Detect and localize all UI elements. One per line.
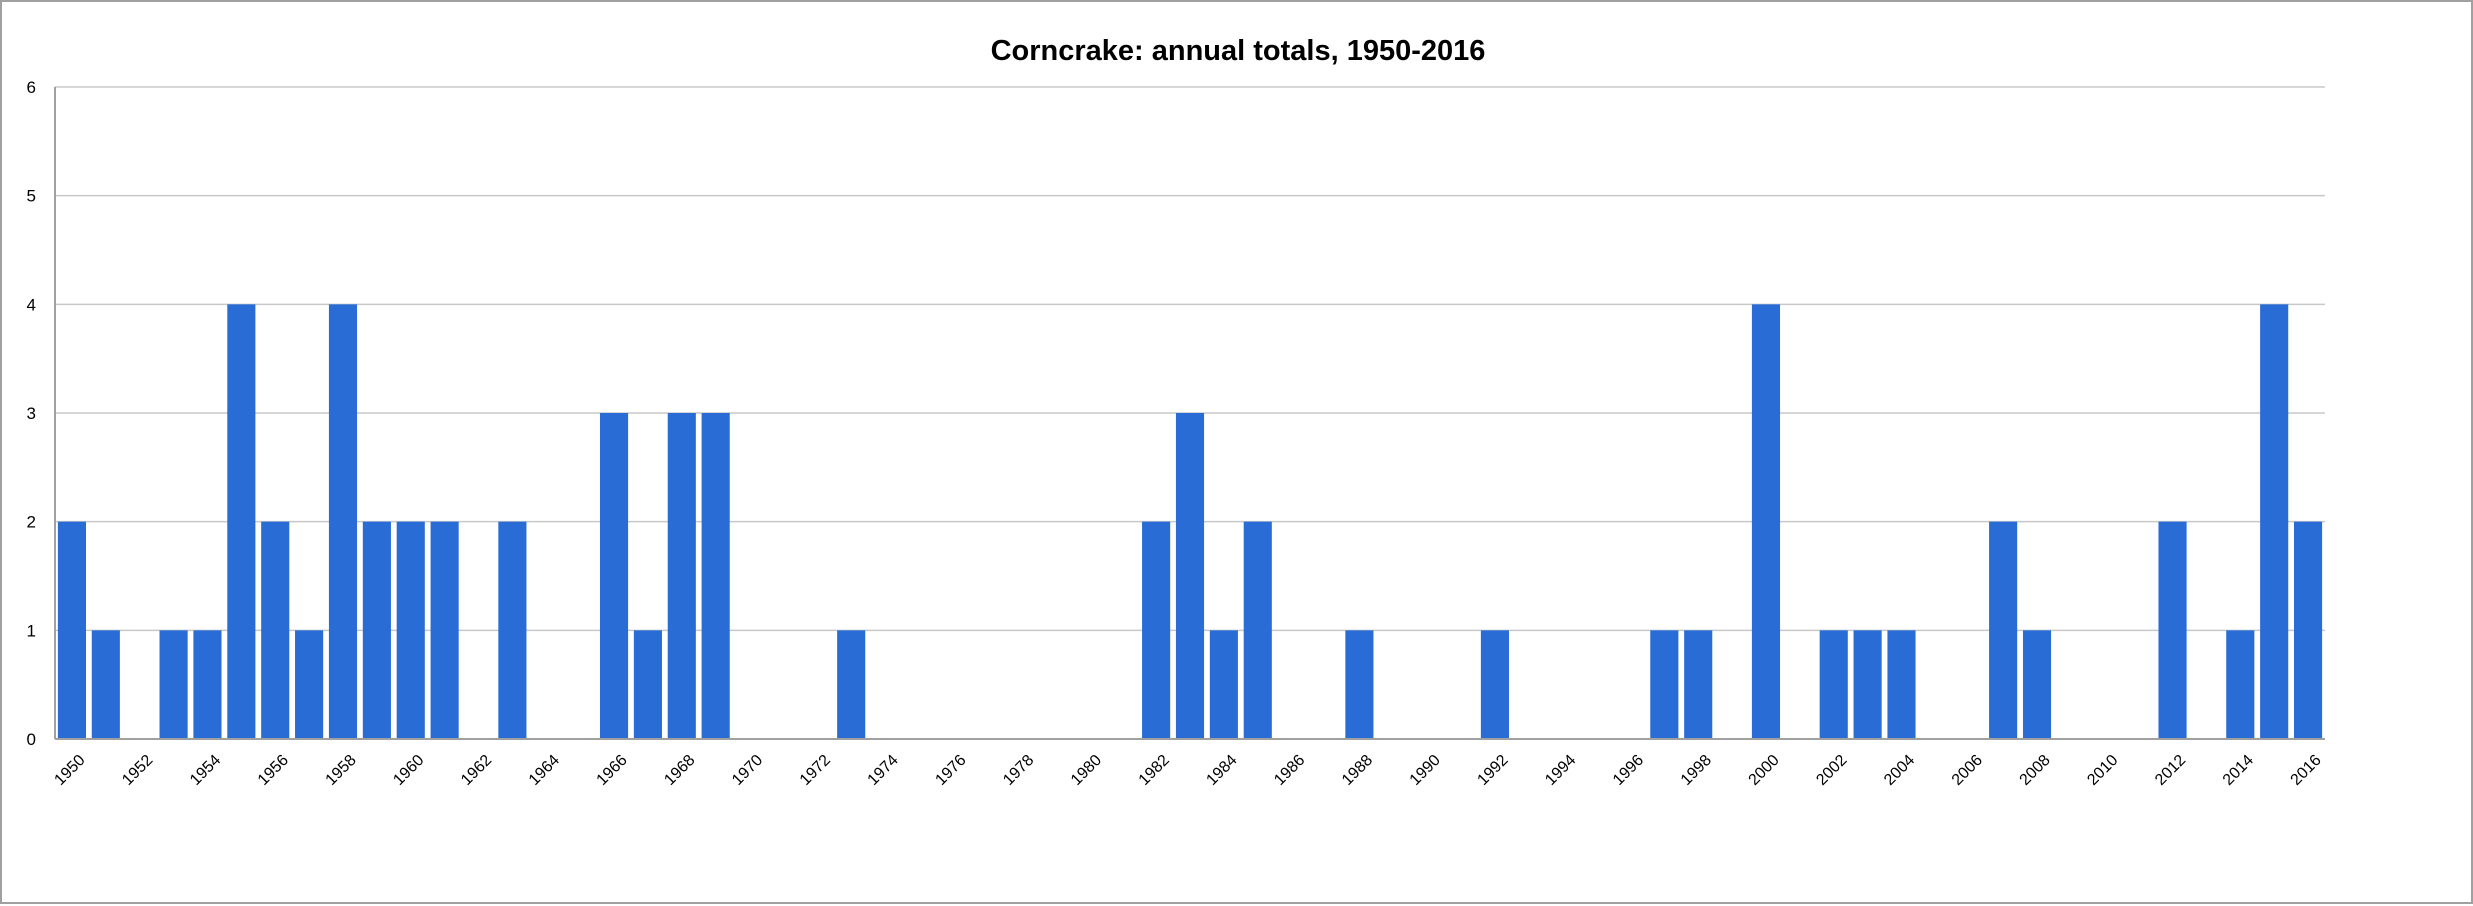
x-tick-label: 2012 <box>2152 752 2189 789</box>
bar-2015 <box>2260 304 2289 739</box>
x-tick-label: 2000 <box>1746 752 1783 789</box>
x-tick-label: 1992 <box>1474 752 1511 789</box>
bar-1967 <box>633 630 662 739</box>
bar-1961 <box>430 521 459 739</box>
x-tick-label: 1968 <box>661 752 698 789</box>
x-tick-label: 2014 <box>2220 752 2257 789</box>
bar-1963 <box>498 521 527 739</box>
bar-1997 <box>1650 630 1679 739</box>
x-tick-label: 1950 <box>51 752 88 789</box>
x-tick-label: 1970 <box>729 752 766 789</box>
x-tick-label: 1984 <box>1203 752 1240 789</box>
bar-1969 <box>701 413 730 739</box>
bar-1988 <box>1345 630 1374 739</box>
x-tick-label: 1964 <box>526 752 563 789</box>
chart-title: Corncrake: annual totals, 1950-2016 <box>991 35 1486 67</box>
x-tick-label: 2006 <box>1949 752 1986 789</box>
bar-1984 <box>1209 630 1238 739</box>
bar-1982 <box>1142 521 1171 739</box>
x-tick-label: 1978 <box>1000 752 1037 789</box>
x-tick-label: 1974 <box>865 752 902 789</box>
x-tick-label: 2008 <box>2017 752 2054 789</box>
x-tick-label: 1986 <box>1271 752 1308 789</box>
y-tick-label: 2 <box>27 513 36 532</box>
x-tick-label: 1994 <box>1542 752 1579 789</box>
bar-1966 <box>599 413 629 739</box>
bar-1968 <box>667 413 696 739</box>
bar-1985 <box>1243 521 1272 739</box>
x-tick-label: 2016 <box>2288 752 2325 789</box>
bar-1950 <box>57 521 87 739</box>
x-tick-label: 1990 <box>1407 752 1444 789</box>
bar-1998 <box>1684 630 1713 739</box>
bar-1951 <box>91 630 120 739</box>
bar-2002 <box>1819 630 1848 739</box>
bar-1983 <box>1175 413 1205 739</box>
x-tick-label: 2004 <box>1881 752 1918 789</box>
bar-1959 <box>362 521 391 739</box>
y-tick-label: 0 <box>27 730 36 749</box>
x-tick-label: 1980 <box>1068 752 1105 789</box>
bar-1953 <box>159 630 188 739</box>
x-tick-label: 1962 <box>458 752 495 789</box>
bar-1957 <box>295 630 324 739</box>
bar-2003 <box>1853 630 1882 739</box>
x-tick-label: 1956 <box>255 752 292 789</box>
x-tick-label: 2002 <box>1813 752 1850 789</box>
bar-1992 <box>1480 630 1509 739</box>
bar-1960 <box>396 521 425 739</box>
bar-2007 <box>1989 521 2018 739</box>
x-tick-label: 1966 <box>594 752 631 789</box>
x-tick-label: 1996 <box>1610 752 1647 789</box>
x-tick-label: 1976 <box>932 752 969 789</box>
x-tick-label: 1972 <box>797 752 834 789</box>
x-tick-label: 2010 <box>2084 752 2121 789</box>
y-tick-label: 5 <box>27 187 36 206</box>
bar-2014 <box>2226 630 2255 739</box>
bar-2008 <box>2022 630 2052 739</box>
x-tick-label: 1998 <box>1678 752 1715 789</box>
x-tick-label: 1958 <box>323 752 360 789</box>
y-tick-label: 6 <box>27 78 36 97</box>
x-tick-label: 1982 <box>1136 752 1173 789</box>
bar-1958 <box>328 304 358 739</box>
x-tick-label: 1952 <box>119 752 156 789</box>
bar-2004 <box>1887 630 1916 739</box>
x-tick-label: 1954 <box>187 752 224 789</box>
bar-2016 <box>2293 521 2323 739</box>
bar-1954 <box>193 630 222 739</box>
y-tick-label: 1 <box>27 621 36 640</box>
bar-1956 <box>261 521 290 739</box>
y-tick-label: 4 <box>27 295 36 314</box>
x-tick-label: 1988 <box>1339 752 1376 789</box>
bar-1955 <box>227 304 256 739</box>
bar-2012 <box>2158 521 2187 739</box>
bar-2000 <box>1751 304 1781 739</box>
y-tick-label: 3 <box>27 404 36 423</box>
x-tick-label: 1960 <box>390 752 427 789</box>
bar-1973 <box>837 630 866 739</box>
